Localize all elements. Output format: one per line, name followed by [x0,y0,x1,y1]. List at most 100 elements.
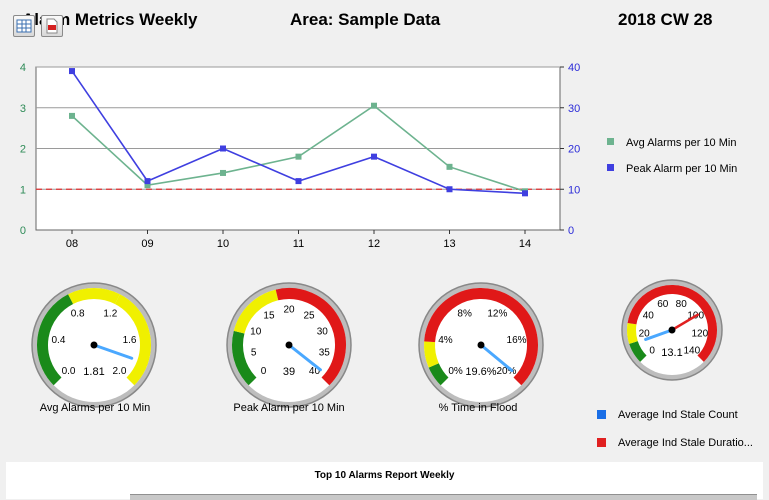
gauge-1: 0.0 0.4 0.8 1.2 1.6 2.0 1.81 [31,282,157,408]
gauge-tick-label: 1.2 [103,308,117,319]
data-point-peak[interactable] [522,190,528,197]
gauge-band [629,340,647,362]
stale-duration-swatch [597,438,606,447]
data-point-peak[interactable] [69,68,75,75]
gauge-hub [90,341,98,349]
data-point-peak[interactable] [371,153,377,160]
pdf-icon [46,18,58,34]
data-point-avg[interactable] [144,182,151,189]
right-axis-tick: 0 [568,225,574,237]
data-point-avg[interactable] [295,153,302,160]
gauge-value: 39 [283,366,295,378]
gauge-needle [644,328,674,341]
legend-avg-label: Avg Alarms per 10 Min [626,137,736,149]
right-axis-tick: 30 [568,103,580,115]
gauge-4: 02040608010012014013.1 [621,279,723,381]
stale-duration-label: Average Ind Stale Duratio... [618,437,753,449]
gauge-needle-duration [670,313,700,332]
gauge-tick-label: 15 [263,311,275,322]
stale-duration-legend: Average Ind Stale Duratio... [597,437,753,449]
gauge-value: 19.6% [465,366,496,378]
stale-count-swatch [597,410,606,419]
export-excel-button[interactable] [13,15,35,37]
left-axis-tick: 3 [20,103,26,115]
data-point-avg[interactable] [446,163,453,170]
export-pdf-button[interactable] [41,15,63,37]
data-point-peak[interactable] [220,145,226,152]
gauge-3: 0% 4% 8% 12% 16% 20%19.6% [418,282,544,408]
stale-count-label: Average Ind Stale Count [618,409,738,421]
legend-peak-label: Peak Alarm per 10 Min [626,163,737,175]
gauge-band [68,288,120,305]
stale-count-legend: Average Ind Stale Count [597,409,738,421]
left-axis-tick: 0 [20,225,26,237]
gauge-tick-label: 40 [643,311,655,322]
x-axis-tick: 09 [141,238,153,250]
data-point-peak[interactable] [144,178,151,185]
gauge-tick-label: 1.6 [123,335,137,346]
gauge-tick-label: 25 [303,311,315,322]
gauge-tick-label: 30 [317,327,329,338]
data-point-avg[interactable] [69,112,75,119]
gauge-tick-label: 0.4 [51,335,65,346]
gauge-tick-label: 20 [283,305,295,316]
top-alarms-panel: Top 10 Alarms Report Weekly [6,462,763,499]
x-axis-tick: 08 [66,238,78,250]
gauge-band [114,294,151,386]
gauge-label-avg: Avg Alarms per 10 Min [39,402,151,414]
left-axis-tick: 1 [20,184,26,196]
gauge-tick-label: 0 [649,345,655,356]
gauge-label-flood: % Time in Flood [438,402,518,414]
right-axis-tick: 10 [568,184,580,196]
gauge-value: 1.81 [83,366,104,378]
data-point-avg[interactable] [220,169,226,176]
data-point-peak[interactable] [295,178,302,185]
gauge-band [424,288,538,386]
x-axis-tick: 13 [443,238,455,250]
gauge-band [627,322,638,344]
gauge-tick-label: 0% [448,366,463,377]
gauge-needle [479,343,514,372]
gauge-band [233,289,279,334]
gauge-tick-label: 16% [507,335,527,346]
left-axis-tick: 2 [20,144,26,156]
x-axis-tick: 10 [217,238,229,250]
top-alarms-title: Top 10 Alarms Report Weekly [314,470,455,481]
gauge-tick-label: 12% [487,308,507,319]
gauge-value: 13.1 [661,347,682,359]
gauge-tick-label: 0.8 [71,308,85,319]
gauge-hub [285,341,293,349]
legend-avg-swatch [607,138,614,145]
right-axis-tick: 20 [568,144,580,156]
gauge-band [424,341,439,368]
gauges-row: 0.00.40.8 1.21.62.01.81 051015202530354039… [31,279,723,408]
gauge-tick-label: 20% [496,366,516,377]
right-axis-tick: 40 [568,62,580,74]
gauge-tick-label: 120 [691,329,708,340]
x-axis-tick: 14 [519,238,531,250]
gauge-tick-label: 20 [639,329,651,340]
report-grid-header[interactable] [130,494,757,500]
gauge-tick-label: 5 [251,348,257,359]
spreadsheet-icon [16,19,32,33]
gauge-needle [287,343,322,372]
gauge-hub [668,326,676,334]
data-point-peak[interactable] [446,186,453,193]
data-point-avg[interactable] [371,102,377,109]
left-axis-tick: 4 [20,62,26,74]
gauge-tick-label: 60 [657,299,669,310]
gauge-hub [477,341,485,349]
gauge-tick-label: 0 [261,366,267,377]
gauge-band [627,285,717,362]
gauge-tick-label: 35 [319,348,331,359]
gauge-tick-label: 8% [457,308,472,319]
x-axis-tick: 11 [293,238,304,250]
gauge-needle [92,343,134,360]
gauge-band [37,294,74,386]
legend-peak-swatch [607,164,614,171]
gauge-tick-label: 140 [683,345,700,356]
gauge-tick-label: 0.0 [62,366,76,377]
gauge-tick-label: 2.0 [113,366,127,377]
